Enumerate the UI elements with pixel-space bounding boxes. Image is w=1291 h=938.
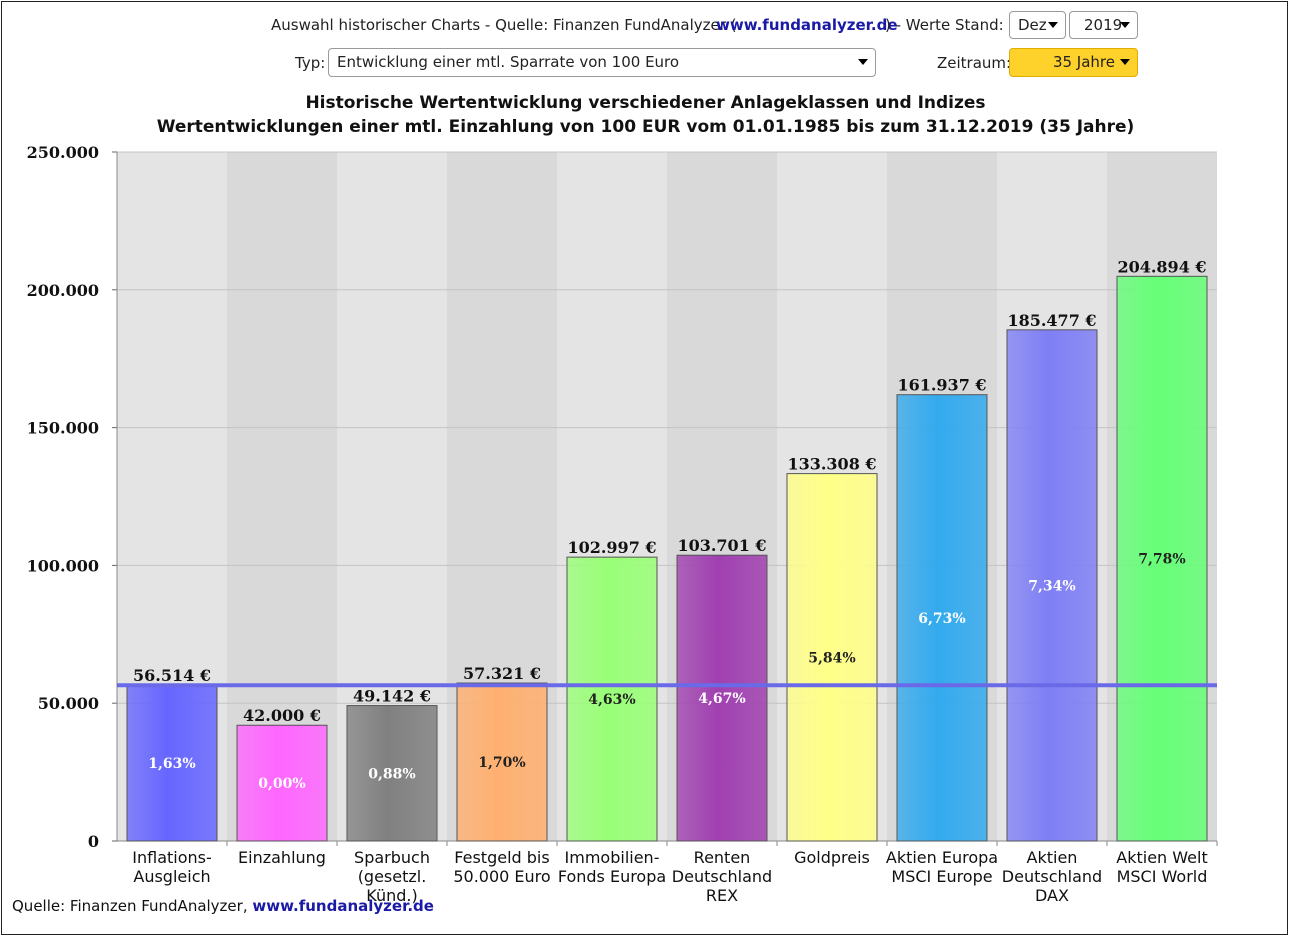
zeitraum-label: Zeitraum: [937,54,1012,72]
y-tick-label: 250.000 [27,143,99,162]
chevron-down-icon [1120,59,1130,65]
y-tick-label: 0 [88,832,99,851]
chart-title: Historische Wertentwicklung verschiedene… [305,93,986,113]
chevron-down-icon [1120,22,1130,28]
x-category-label: Aktien Welt [1116,848,1207,867]
bar [346,705,438,842]
x-category-label: Aktien [1027,848,1078,867]
auswahl-label: Auswahl historischer Charts - Quelle: Fi… [271,16,737,34]
typ-select[interactable]: Entwicklung einer mtl. Sparrate von 100 … [328,48,876,77]
x-category-label: Inflations- [132,848,212,867]
x-category-label: REX [706,886,738,905]
bar-value-label: 103.701 € [677,536,766,555]
auswahl-link[interactable]: www.fundanalyzer.de [716,16,898,34]
bar-value-label: 133.308 € [787,455,876,474]
month-select[interactable]: Dez [1009,11,1066,39]
bar-rate-label: 0,00% [258,776,305,792]
x-category-label: Ausgleich [133,867,210,886]
x-category-label: DAX [1035,886,1069,905]
bar-value-label: 185.477 € [1007,311,1096,330]
bar-value-label: 56.514 € [133,666,211,685]
bar-rate-label: 5,84% [808,650,855,666]
x-category-label: Deutschland [672,867,772,886]
y-tick-label: 50.000 [38,694,99,713]
zeitraum-select[interactable]: 35 Jahre [1009,48,1138,77]
x-category-label: Sparbuch [354,848,430,867]
bar [236,724,328,842]
bar-value-label: 204.894 € [1117,257,1206,276]
x-category-label: Einzahlung [238,848,326,867]
footer-source-label: Quelle: Finanzen FundAnalyzer, [12,897,248,915]
bar-value-label: 161.937 € [897,376,986,395]
bar-rate-label: 1,63% [148,756,195,772]
y-tick-label: 150.000 [27,419,99,438]
x-category-label: MSCI Europe [891,867,992,886]
bar-rate-label: 7,34% [1028,578,1075,594]
bar [676,554,768,842]
x-category-label: 50.000 Euro [453,867,550,886]
month-select-value: Dez [1018,16,1047,34]
bar-value-label: 57.321 € [463,664,541,683]
bar [1116,275,1208,842]
x-category-label: Deutschland [1002,867,1102,886]
x-category-label: Aktien Europa [886,848,998,867]
y-tick-label: 100.000 [27,556,99,575]
y-tick-label: 200.000 [27,281,99,300]
bar-rate-label: 7,78% [1138,552,1185,568]
x-category-label: Fonds Europa [558,867,666,886]
year-select-value: 2019 [1084,16,1123,34]
bar-rate-label: 4,63% [588,692,635,708]
year-select[interactable]: 2019 [1069,11,1138,39]
bar-value-label: 42.000 € [243,706,321,725]
bar-rate-label: 6,73% [918,611,965,627]
zeitraum-select-value: 35 Jahre [1052,53,1115,71]
bar-rate-label: 1,70% [478,755,525,771]
x-category-label: Renten [694,848,751,867]
x-category-label: Festgeld bis [454,848,549,867]
chevron-down-icon [858,59,868,65]
bar [1006,329,1098,842]
bar [566,556,658,842]
footer-source: Quelle: Finanzen FundAnalyzer, www.funda… [12,897,434,915]
x-category-label: MSCI World [1117,867,1208,886]
bar [786,473,878,842]
chart-subtitle: Wertentwicklungen einer mtl. Einzahlung … [156,117,1135,137]
bar [126,684,218,842]
x-category-label: Künd.) [366,886,417,905]
bar-value-label: 102.997 € [567,538,656,557]
werte-stand-label: ) - Werte Stand: [885,16,1004,34]
footer-source-link[interactable]: www.fundanalyzer.de [252,897,434,915]
x-category-label: Goldpreis [794,848,870,867]
x-category-label: (gesetzl. [358,867,427,886]
x-category-label: Immobilien- [565,848,660,867]
chevron-down-icon [1048,22,1058,28]
typ-select-value: Entwicklung einer mtl. Sparrate von 100 … [337,53,680,71]
bar-rate-label: 4,67% [698,691,745,707]
typ-label: Typ: [295,54,326,72]
bar [456,682,548,842]
bar-rate-label: 0,88% [368,766,415,782]
bar [896,394,988,842]
bar-value-label: 49.142 € [353,687,431,706]
